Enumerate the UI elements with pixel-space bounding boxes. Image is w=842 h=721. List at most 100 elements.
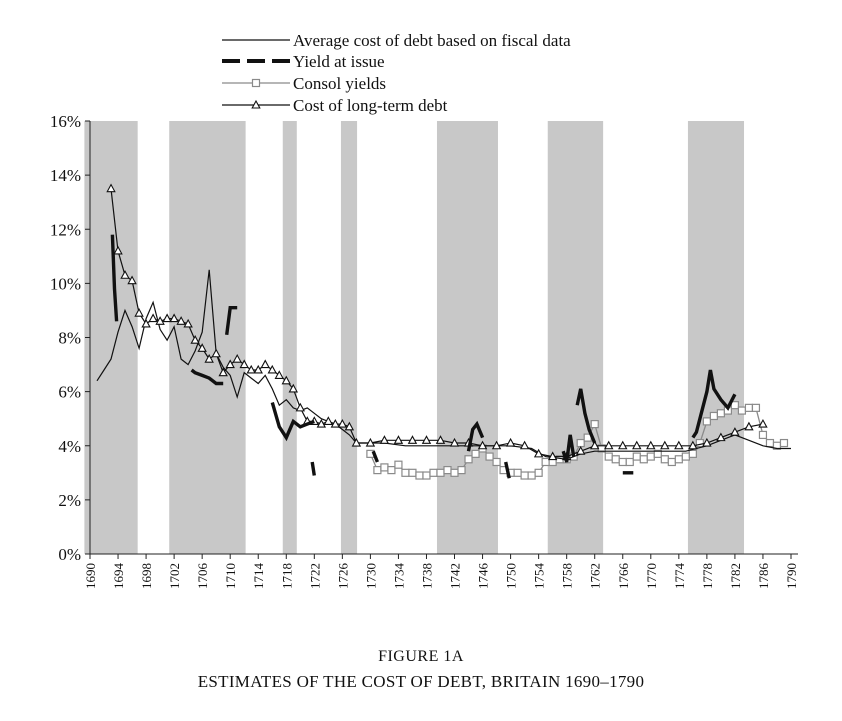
consol-yields-point [730,401,740,410]
long-term-debt-point [176,316,186,325]
yield-at-issue-segment [270,402,315,442]
x-tick-label: 1754 [532,563,547,590]
consol-yields-point [429,468,438,477]
consol-yields-point [408,468,417,477]
consol-yields-point [688,449,697,458]
long-term-debt-point [351,437,362,447]
x-tick-label: 1746 [476,563,491,590]
consol-yields-point [471,449,480,458]
x-tick-label: 1710 [223,563,238,589]
consol-yields-point [520,471,529,480]
consol-yields-point [415,471,424,480]
yield-at-issue-segment [371,450,379,463]
consol-yields-point [387,466,396,475]
consol-yields-point [373,466,382,475]
consol-yields-point [779,438,789,448]
y-tick-label: 4% [58,437,81,456]
long-term-debt-point [218,367,228,377]
long-term-debt-point [253,364,263,374]
long-term-debt-point [604,440,614,450]
consol-yields-point [457,466,466,475]
long-term-debt-point [134,307,144,317]
long-term-debt-point [421,435,432,444]
long-term-debt-point [744,421,754,431]
shaded-period-3 [340,121,358,554]
long-term-debt-point [758,418,768,428]
long-term-debt-point [575,446,586,455]
y-tick-label: 2% [58,491,81,510]
consol-yields-point [618,457,627,467]
chart-legend: Average cost of debt based on fiscal dat… [222,31,571,115]
yield-at-issue-segment [575,388,597,444]
legend-label: Yield at issue [293,52,385,71]
consol-yields-point [737,406,747,415]
long-term-debt-point [225,359,235,369]
consol-yields-point [744,403,754,412]
consol-yields-point [422,471,431,480]
consol-yields-point [380,463,389,472]
y-tick-label: 12% [50,220,81,239]
y-tick-label: 6% [58,383,81,402]
consol-yields-point [639,455,648,464]
long-term-debt-point [519,440,530,450]
consol-yields-point [527,471,536,480]
consol-yields-point [758,430,768,440]
consol-yields-point [464,455,473,464]
yield-at-issue-segment [691,369,737,439]
consol-yields-point [632,452,641,461]
x-tick-label: 1762 [588,563,603,589]
figure-label: FIGURE 1A [378,648,464,665]
x-tick-label: 1742 [448,563,463,589]
yield-at-issue-segment [310,461,316,476]
war-period-shading [84,121,745,554]
y-tick-label: 16% [50,112,81,131]
consol-yields-point [625,457,634,467]
consol-yields-point [695,438,704,448]
figure-title: ESTIMATES OF THE COST OF DEBT, BRITAIN 1… [197,672,645,691]
consol-yields-point [611,455,620,464]
long-term-debt-point [449,437,460,447]
long-term-debt-point [365,437,376,447]
consol-yields-point [751,403,761,412]
yield-at-issue-segment [190,368,224,386]
x-tick-label: 1734 [391,563,406,590]
consol-yields-point [667,457,676,467]
consol-yields-point [443,466,452,475]
long-term-debt-point [435,435,446,444]
long-term-debt-point [267,364,277,374]
x-tick-label: 1718 [279,563,294,589]
long-term-debt-point [533,448,544,458]
x-tick-label: 1786 [756,563,771,590]
x-tick-label: 1714 [251,563,266,590]
long-term-debt-point [204,353,214,363]
x-tick-label: 1690 [83,563,98,589]
long-term-debt-point [323,416,334,425]
long-term-debt-point [295,402,306,412]
long-term-debt-point [148,313,158,323]
x-tick-label: 1706 [195,563,210,590]
consol-yields-point [513,468,522,477]
consol-yields-point [681,452,690,461]
x-tick-label: 1738 [419,563,434,589]
long-term-debt-point [716,432,726,442]
long-term-debt-point [169,313,179,323]
x-tick-label: 1782 [728,563,743,589]
consol-yields-point [401,468,410,477]
long-term-debt-point [155,316,165,325]
long-term-debt-point [232,353,242,363]
legend-label: Consol yields [293,74,386,93]
long-term-debt-point [632,440,642,450]
consol-yields-point [765,438,775,448]
series-layer [96,183,791,480]
consol-yields-point [590,420,599,429]
y-tick-label: 8% [58,329,81,348]
long-term-debt-point [730,427,740,436]
long-term-debt-point [674,440,684,450]
long-term-debt-point [120,270,130,279]
x-tick-label: 1722 [307,563,322,589]
long-term-debt-point [337,418,348,428]
yield-at-issue-segment [504,461,511,479]
yield-at-issue-segment [110,234,119,322]
long-term-debt-point [274,370,284,379]
long-term-debt-point [407,435,418,444]
